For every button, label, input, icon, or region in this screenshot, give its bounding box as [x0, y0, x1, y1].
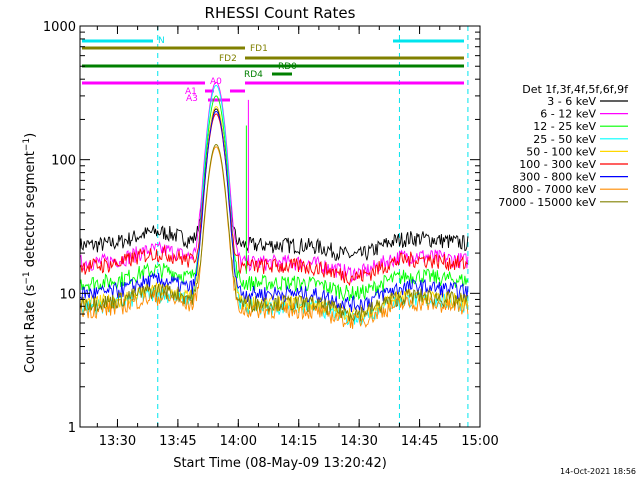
legend-label-1: 6 - 12 keV	[540, 108, 596, 121]
y-tick-label-0: 1	[68, 421, 76, 436]
series-line-6	[79, 110, 469, 313]
series-line-4	[79, 106, 469, 322]
flag-label-rd0: RD0	[278, 62, 297, 72]
y-tick-label-3: 1000	[43, 20, 76, 35]
legend-label-2: 12 - 25 keV	[533, 120, 596, 133]
x-tick-label-6: 15:00	[461, 434, 498, 449]
atten-label-a3: A3	[186, 94, 198, 104]
atten-label-a1: A1	[185, 87, 197, 97]
footer-timestamp: 14-Oct-2021 18:56	[560, 467, 636, 476]
series-line-2	[79, 95, 469, 302]
legend-title: Det 1f,3f,4f,5f,6f,9f	[522, 83, 629, 96]
y-tick-label-1: 10	[59, 287, 76, 302]
x-tick-label-3: 14:15	[280, 434, 317, 449]
chart-title: RHESSI Count Rates	[205, 4, 356, 22]
legend-label-5: 100 - 300 keV	[519, 158, 596, 171]
flag-label-fd2: FD2	[219, 54, 237, 64]
series-line-5	[79, 113, 469, 287]
flag-label-fd1: FD1	[250, 44, 268, 54]
x-tick-label-0: 13:30	[99, 434, 136, 449]
legend-label-4: 50 - 100 keV	[526, 145, 596, 158]
series-line-8	[79, 144, 469, 322]
y-tick-label-2: 100	[51, 154, 76, 169]
x-tick-label-2: 14:00	[220, 434, 257, 449]
x-tick-label-5: 14:45	[401, 434, 438, 449]
legend-label-6: 300 - 800 keV	[519, 171, 596, 184]
legend-label-3: 25 - 50 keV	[533, 133, 596, 146]
flag-label-rd4: RD4	[244, 70, 263, 80]
x-tick-label-1: 13:45	[159, 434, 196, 449]
x-tick-label-4: 14:30	[340, 434, 377, 449]
y-axis-label: Count Rate (s−1 detector segment−1)	[22, 133, 38, 373]
series-line-0	[79, 108, 469, 261]
legend-label-0: 3 - 6 keV	[547, 95, 596, 108]
flag-label-n: N	[158, 36, 165, 46]
legend-label-8: 7000 - 15000 keV	[498, 196, 596, 209]
axes-frame	[79, 25, 481, 428]
legend-label-7: 800 - 7000 keV	[512, 183, 596, 196]
x-axis-label: Start Time (08-May-09 13:20:42)	[173, 456, 387, 471]
